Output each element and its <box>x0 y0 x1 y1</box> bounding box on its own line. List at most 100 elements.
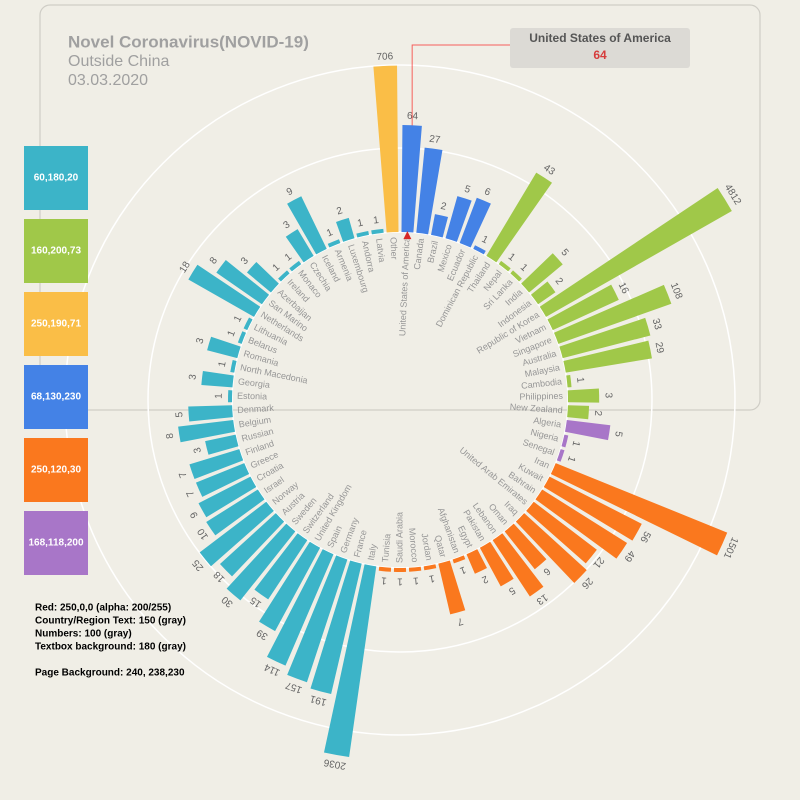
bar <box>401 125 422 233</box>
value-label: 1 <box>217 360 229 368</box>
bar <box>521 253 563 293</box>
value-label: 1 <box>480 234 490 247</box>
value-label: 27 <box>428 134 441 146</box>
bar <box>226 523 296 601</box>
value-label: 1 <box>506 251 518 263</box>
note: Country/Region Text: 150 (gray) <box>35 616 186 627</box>
value-label: 39 <box>255 626 271 641</box>
bar <box>561 434 569 448</box>
value-label: 49 <box>621 548 637 564</box>
value-label: 15 <box>248 594 264 610</box>
tooltip-connector <box>411 44 510 126</box>
value-label: 9 <box>285 186 295 199</box>
bar <box>452 555 466 564</box>
bar <box>378 566 392 572</box>
value-label: 191 <box>309 692 328 707</box>
bar <box>201 371 234 388</box>
bar <box>550 463 728 556</box>
country-label: Qatar <box>433 534 449 558</box>
country-label: Tunisia <box>380 533 392 562</box>
value-label: 1 <box>214 393 225 399</box>
value-label: 1 <box>565 455 577 464</box>
value-label: 8 <box>165 432 177 440</box>
bar <box>543 476 642 541</box>
bar <box>559 317 651 359</box>
country-label: Belgium <box>238 415 272 430</box>
bar <box>498 260 511 272</box>
bar <box>473 245 486 255</box>
value-label: 8 <box>208 255 220 266</box>
highlight-marker <box>403 231 412 240</box>
value-label: 30 <box>220 593 236 609</box>
bar <box>287 555 348 683</box>
bar <box>266 549 334 666</box>
bar <box>445 196 472 242</box>
bar <box>515 513 587 583</box>
value-label: 5 <box>558 247 570 259</box>
ring <box>147 147 653 653</box>
value-label: 1 <box>356 217 364 229</box>
bar <box>219 513 285 577</box>
bar <box>438 560 466 615</box>
value-label: 1 <box>569 440 581 448</box>
value-label: 26 <box>579 575 595 591</box>
legend-label: 60,180,20 <box>34 173 79 184</box>
bar <box>553 284 672 344</box>
bar <box>216 260 270 305</box>
bar <box>567 405 590 420</box>
bar <box>198 476 257 518</box>
legend-label: 68,130,230 <box>31 392 81 403</box>
bar <box>510 270 522 282</box>
bar <box>199 501 274 567</box>
legend-label: 160,200,73 <box>31 246 81 257</box>
bar <box>423 564 437 571</box>
value-label: 2 <box>480 573 490 586</box>
bar <box>371 228 384 235</box>
note: Textbox background: 180 (gray) <box>35 642 186 653</box>
bar <box>466 549 487 574</box>
country-label: Morocco <box>407 527 420 562</box>
bar <box>526 501 597 564</box>
country-label: Jordan <box>420 532 435 561</box>
legend-label: 168,118,200 <box>28 538 83 549</box>
bar <box>237 331 247 344</box>
legend-swatch <box>24 219 88 283</box>
legend-label: 250,190,71 <box>31 319 81 330</box>
bar <box>287 196 327 255</box>
value-label: 2036 <box>323 756 347 771</box>
value-label: 3 <box>281 219 292 231</box>
country-label: United States of America <box>397 237 411 336</box>
value-label: 1 <box>325 227 335 239</box>
tooltip: United States of America 64 <box>510 28 690 68</box>
value-label: 1 <box>458 564 467 576</box>
bar <box>188 264 261 317</box>
bar <box>310 560 362 695</box>
value-label: 7 <box>185 488 197 498</box>
legend-swatch <box>24 438 88 502</box>
bar <box>530 281 556 305</box>
country-label: Canada <box>412 238 426 271</box>
value-label: 157 <box>284 679 304 695</box>
bar <box>178 420 236 443</box>
value-label: 1 <box>518 262 530 274</box>
bar <box>327 239 341 248</box>
value-label: 6 <box>483 186 493 198</box>
value-label: 3 <box>192 446 204 454</box>
value-label: 2 <box>553 276 565 287</box>
value-label: 33 <box>650 317 664 331</box>
bar <box>243 317 253 331</box>
country-label: Latvia <box>374 238 387 263</box>
country-label: Brazil <box>425 240 440 264</box>
value-label: 10 <box>195 526 211 542</box>
tooltip-value: 64 <box>593 48 607 62</box>
bar <box>416 147 443 235</box>
country-label: Saudi Arabia <box>394 512 404 563</box>
value-label: 3 <box>239 255 251 267</box>
value-label: 56 <box>637 529 652 544</box>
value-label: 1 <box>226 329 238 339</box>
note: Red: 250,0,0 (alpha: 200/255) <box>35 603 171 614</box>
legend-swatch <box>24 365 88 429</box>
bar <box>479 541 514 587</box>
value-label: 108 <box>668 281 685 301</box>
value-label: 1 <box>380 574 387 585</box>
